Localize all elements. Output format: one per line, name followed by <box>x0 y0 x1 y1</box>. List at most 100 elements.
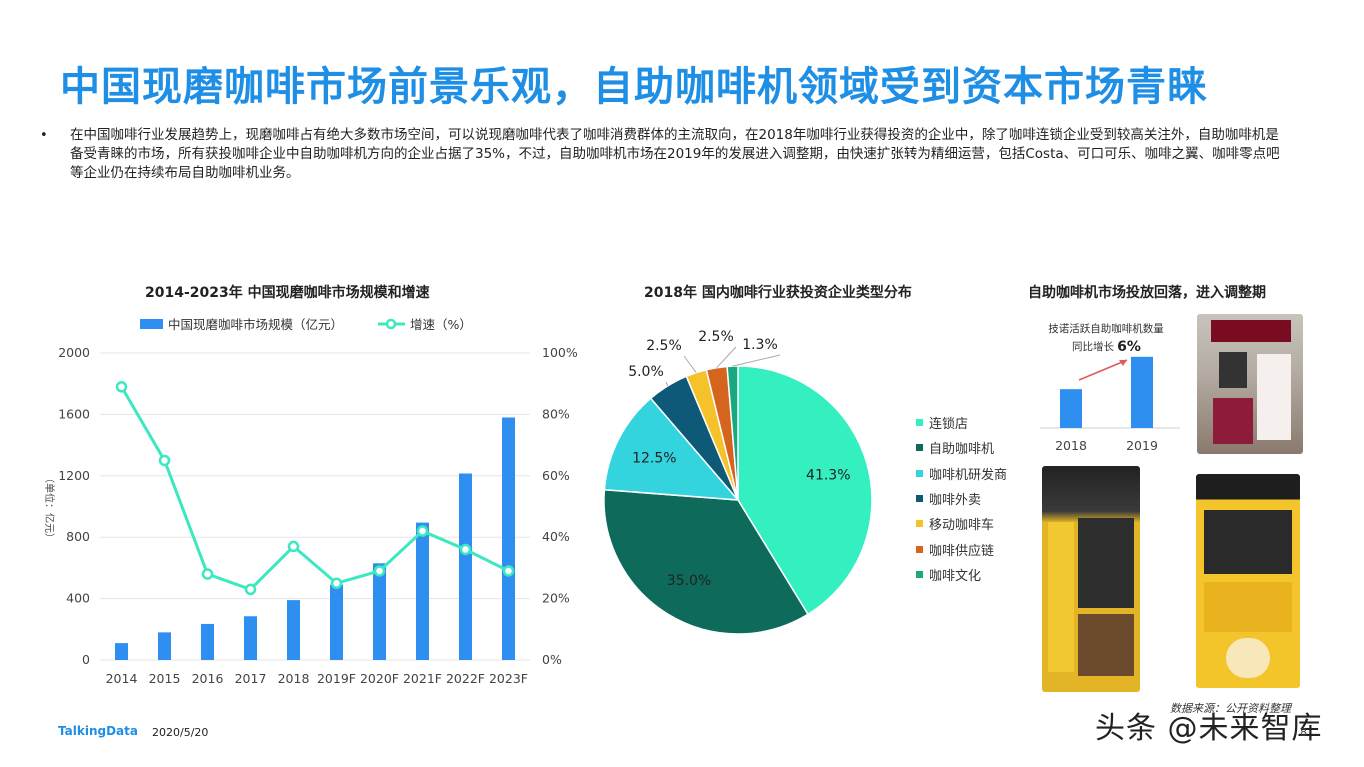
growth-point <box>158 454 171 467</box>
growth-line <box>120 386 510 592</box>
y-tick-label: 400 <box>66 591 90 606</box>
growth-point <box>459 543 472 556</box>
mini-note-value: 6% <box>1117 339 1141 355</box>
market-size-bar <box>244 616 257 660</box>
y2-tick-label: 80% <box>542 406 570 421</box>
market-size-bar <box>373 563 386 660</box>
footer-date: 2020/5/20 <box>152 726 209 739</box>
y2-tick-label: 60% <box>542 468 570 483</box>
kiosk-lower <box>1078 614 1134 676</box>
market-size-bar <box>158 632 171 660</box>
pie-legend-item: 咖啡机研发商 <box>916 461 1007 486</box>
kiosk-window <box>1078 518 1134 608</box>
watermark: 头条 @未来智库 <box>1095 711 1323 746</box>
machine-door <box>1213 398 1253 444</box>
pie-leader-line <box>665 381 669 387</box>
pie-value-label: 12.5% <box>632 451 676 467</box>
page-title: 中国现磨咖啡市场前景乐观，自助咖啡机领域受到资本市场青睐 <box>60 64 1208 110</box>
chart3-title: 自助咖啡机市场投放回落，进入调整期 <box>1028 285 1266 301</box>
machine-panel <box>1257 354 1291 440</box>
pie-legend-item: 咖啡外卖 <box>916 486 1007 511</box>
market-size-bar <box>115 643 128 660</box>
growth-point <box>330 577 343 589</box>
market-size-bar <box>502 417 515 660</box>
y2-tick-label: 0% <box>542 652 562 667</box>
pie-legend-item: 连锁店 <box>916 410 1007 435</box>
costa-machine-photo <box>1197 314 1303 454</box>
pie-legend-item: 咖啡文化 <box>916 562 1007 587</box>
mini-x-label: 2019 <box>1126 438 1158 453</box>
chart1-title: 2014-2023年 中国现磨咖啡市场规模和增速 <box>145 285 430 301</box>
y-tick-label: 800 <box>66 529 90 544</box>
vending-menu <box>1204 582 1292 632</box>
x-tick-label: 2017 <box>235 671 267 686</box>
y-tick-label: 0 <box>82 652 90 667</box>
growth-arrow-head <box>1119 360 1127 366</box>
legend-bar-swatch <box>140 319 163 329</box>
pie-leader-line <box>683 355 697 373</box>
mini-note-line1: 技诺活跃自助咖啡机数量 <box>1048 322 1164 335</box>
pie-slice <box>737 365 873 616</box>
yellow-vending-photo <box>1196 474 1300 688</box>
pie-legend-label: 自助咖啡机 <box>929 442 995 458</box>
pie-legend-label: 咖啡外卖 <box>929 493 982 509</box>
mini-x-label: 2018 <box>1055 438 1087 453</box>
y-tick-label: 1200 <box>58 468 90 483</box>
pie-legend-item: 移动咖啡车 <box>916 511 1007 536</box>
market-size-bar <box>459 473 472 660</box>
legend-line-label: 增速（%） <box>410 317 472 332</box>
pie-legend-label: 连锁店 <box>929 417 969 433</box>
x-tick-label: 2019F <box>317 671 356 686</box>
growth-point <box>115 381 128 393</box>
chart2-title: 2018年 国内咖啡行业获投资企业类型分布 <box>644 285 912 301</box>
growth-arrow-line <box>1078 359 1128 381</box>
pie-slice <box>603 488 809 635</box>
pie-legend-label: 咖啡供应链 <box>929 543 995 559</box>
growth-point <box>416 525 429 537</box>
pie-value-label: 2.5% <box>698 329 734 345</box>
pie-legend-item: 自助咖啡机 <box>916 435 1007 460</box>
y-tick-label: 2000 <box>58 345 90 360</box>
intro-paragraph: 在中国咖啡行业发展趋势上，现磨咖啡占有绝大多数市场空间，可以说现磨咖啡代表了咖啡… <box>70 127 1280 181</box>
pie-legend: 连锁店自助咖啡机咖啡机研发商 咖啡外卖移动咖啡车咖啡供应链咖啡文化 <box>916 410 1007 587</box>
y2-tick-label: 20% <box>542 591 570 606</box>
growth-point <box>201 568 214 580</box>
y2-tick-label: 100% <box>542 345 578 360</box>
x-tick-label: 2014 <box>106 671 138 686</box>
y2-tick-label: 40% <box>542 529 570 544</box>
pie-legend-swatch <box>916 545 923 553</box>
market-size-bar <box>201 623 214 660</box>
talkingdata-logo: TalkingData <box>58 724 138 738</box>
pie-leader-line <box>716 346 737 369</box>
x-tick-label: 2015 <box>149 671 181 686</box>
x-tick-label: 2016 <box>192 671 224 686</box>
pie-legend-label: 咖啡文化 <box>929 568 982 584</box>
y-tick-label: 1600 <box>58 406 90 421</box>
bullet-dot: • <box>40 128 48 143</box>
market-size-bar <box>416 522 429 660</box>
pie-legend-swatch <box>916 469 923 477</box>
x-tick-label: 2022F <box>446 671 485 686</box>
mini-bar <box>1131 356 1153 428</box>
pie-slice <box>603 397 740 501</box>
growth-point <box>373 565 386 577</box>
costa-sign <box>1211 320 1291 342</box>
market-size-bar <box>287 600 300 660</box>
pie-legend-swatch <box>916 495 923 503</box>
pie-value-label: 2.5% <box>646 338 682 354</box>
pie-value-label: 5.0% <box>628 364 664 380</box>
pie-legend-label: 咖啡机研发商 <box>929 467 1008 483</box>
pie-legend-swatch <box>916 570 923 578</box>
y-axis-label: （单位：亿元） <box>43 473 56 543</box>
machine-screen <box>1219 352 1247 388</box>
x-tick-label: 2021F <box>403 671 442 686</box>
market-size-bar <box>330 584 343 660</box>
legend-bar-label: 中国现磨咖啡市场规模（亿元） <box>168 317 343 332</box>
growth-point <box>502 565 515 577</box>
coffee-kiosk-photo <box>1042 466 1140 692</box>
mini-bar <box>1060 389 1082 428</box>
pie-value-label: 41.3% <box>806 468 850 484</box>
kiosk-side-panel <box>1048 522 1074 672</box>
vending-top-screen <box>1204 510 1292 574</box>
